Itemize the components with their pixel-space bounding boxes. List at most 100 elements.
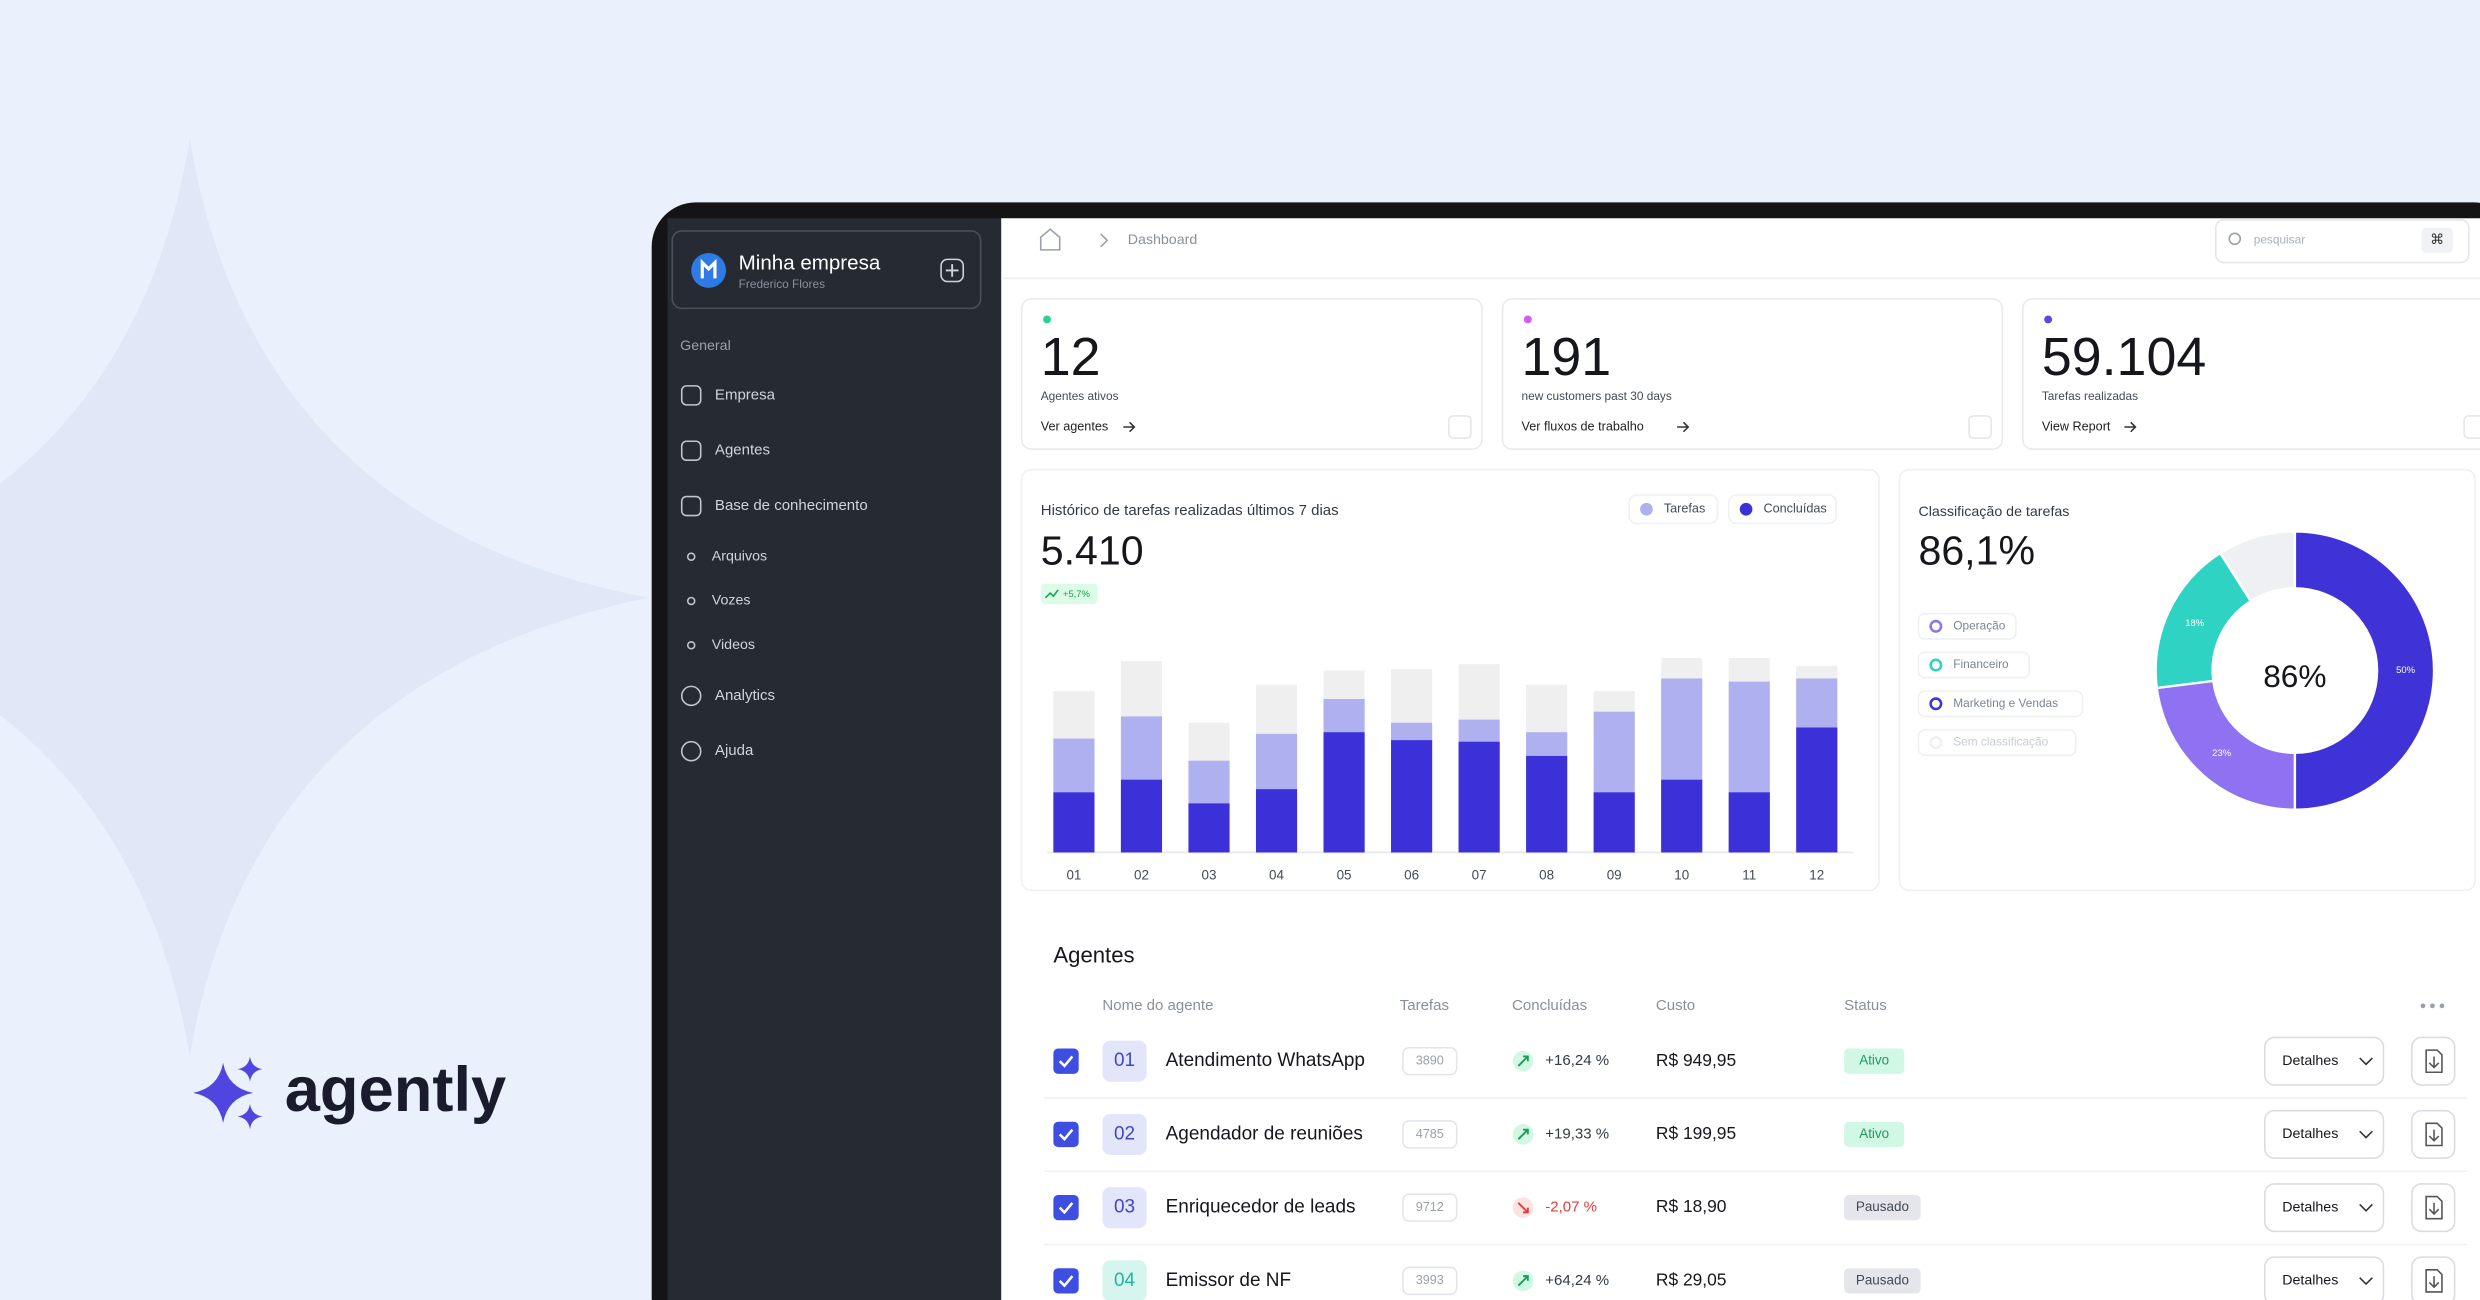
nav-icon [680, 740, 702, 762]
row-checkbox[interactable] [1053, 1194, 1079, 1221]
id-tile [1102, 1113, 1147, 1155]
kpi-label: new customers past 30 days [1522, 389, 1672, 403]
column-header: Custo [1656, 997, 1695, 1014]
company-box[interactable] [671, 230, 982, 310]
home-icon[interactable] [1039, 228, 1061, 251]
x-tick-label: 09 [1607, 868, 1622, 883]
segment-label: 18% [2185, 618, 2205, 629]
agent-change: -2,07 % [1545, 1199, 1597, 1216]
nav-item[interactable]: Base de conhecimento [715, 497, 868, 514]
sub-bullet [686, 552, 696, 561]
bar [1188, 803, 1230, 853]
status-pill [1844, 1194, 1921, 1221]
nav-icon [680, 385, 702, 406]
donut-segment [2293, 530, 2436, 811]
check-mark [1058, 1128, 1074, 1142]
nav-icon [680, 685, 702, 707]
row-checkbox[interactable] [1053, 1048, 1079, 1074]
x-tick-label: 08 [1539, 868, 1554, 883]
x-tick-label: 11 [1742, 868, 1756, 883]
bar [1593, 792, 1635, 853]
download-icon [2425, 1049, 2443, 1074]
agent-status: Pausado [1856, 1199, 1909, 1214]
shortcut-box [2421, 227, 2454, 254]
chart-total: 5.410 [1041, 527, 1144, 573]
legend-swatch [1929, 697, 1943, 711]
kpi-link[interactable]: Ver fluxos de trabalho [1522, 419, 1644, 433]
details-button[interactable] [2264, 1183, 2385, 1233]
details-label[interactable]: Detalhes [2282, 1126, 2338, 1142]
nav-item[interactable]: Empresa [715, 386, 776, 403]
agent-tasks: 3993 [1416, 1273, 1444, 1287]
details-chevron [2359, 1203, 2373, 1212]
legend-label: Operação [1953, 618, 2005, 632]
more-dot [2420, 1003, 2426, 1009]
x-tick-label: 07 [1472, 868, 1487, 883]
trend-arrow [1517, 1202, 1529, 1214]
bar [1120, 779, 1163, 853]
change-badge [1040, 583, 1098, 605]
bar [1458, 741, 1500, 853]
download-button[interactable] [2411, 1183, 2456, 1233]
details-button[interactable] [2264, 1109, 2385, 1159]
legend-label: Tarefas [1664, 502, 1705, 516]
agent-status: Ativo [1859, 1126, 1889, 1141]
agent-cost: R$ 949,95 [1656, 1050, 1736, 1070]
download-button[interactable] [2411, 1036, 2456, 1086]
ui: Minha empresa Frederico Flores General Empr… [671, 219, 2480, 1300]
donut-segment [2218, 530, 2297, 603]
x-tick-label: 04 [1269, 868, 1284, 883]
legend-swatch [1929, 658, 1943, 672]
column-header: Nome do agente [1102, 997, 1213, 1014]
legend-swatch [1929, 619, 1943, 633]
kpi-value: 191 [1522, 327, 1612, 387]
details-label[interactable]: Detalhes [2282, 1053, 2338, 1069]
nav-item[interactable]: Ajuda [715, 742, 754, 759]
kpi-card [1501, 298, 2004, 450]
change-badge-text: +5,7% [1063, 589, 1091, 600]
add-button[interactable] [940, 258, 965, 283]
sub-bullet [686, 640, 696, 650]
details-label[interactable]: Detalhes [2282, 1273, 2338, 1289]
details-button[interactable] [2264, 1036, 2385, 1086]
agent-name: Atendimento WhatsApp [1166, 1050, 1365, 1071]
kpi-link[interactable]: Ver agentes [1041, 419, 1108, 433]
x-tick-label: 02 [1134, 868, 1149, 883]
legend-pill [1917, 729, 2077, 756]
agent-cost: R$ 18,90 [1656, 1196, 1727, 1216]
trend-arrow [1517, 1275, 1529, 1287]
download-button[interactable] [2411, 1256, 2456, 1300]
kpi-toggle[interactable] [2463, 415, 2480, 439]
nav-item[interactable]: Agentes [715, 442, 770, 459]
row-checkbox[interactable] [1053, 1268, 1079, 1294]
bar [1323, 732, 1365, 853]
status-pill [1844, 1268, 1921, 1294]
download-button[interactable] [2411, 1109, 2456, 1159]
search-box[interactable] [2215, 219, 2470, 264]
details-label[interactable]: Detalhes [2282, 1199, 2338, 1215]
bar [1391, 740, 1433, 853]
bar [1255, 789, 1298, 853]
row-checkbox[interactable] [1053, 1121, 1079, 1148]
nav-subitem[interactable]: Videos [712, 637, 755, 653]
kpi-dot [2044, 315, 2053, 324]
details-button[interactable] [2264, 1256, 2385, 1300]
agent-change: +19,33 % [1545, 1125, 1609, 1142]
x-tick-label: 05 [1337, 868, 1352, 883]
trend-arrow [1517, 1055, 1529, 1067]
nav-subitem[interactable]: Vozes [712, 593, 751, 609]
kpi-link[interactable]: View Report [2042, 419, 2111, 433]
donut-segment [2155, 679, 2297, 811]
kpi-toggle[interactable] [1447, 415, 1472, 439]
nav-icon [680, 495, 702, 517]
agent-id: 02 [1114, 1123, 1135, 1144]
nav-subitem[interactable]: Arquivos [712, 548, 767, 564]
kpi-toggle[interactable] [1968, 415, 1993, 439]
x-tick-label: 06 [1404, 868, 1419, 883]
bar [1526, 755, 1568, 853]
user-name: Frederico Flores [739, 277, 825, 291]
nav-item[interactable]: Analytics [715, 687, 775, 704]
search-shortcut: ⌘ [2430, 232, 2444, 248]
download-icon [2425, 1122, 2443, 1147]
